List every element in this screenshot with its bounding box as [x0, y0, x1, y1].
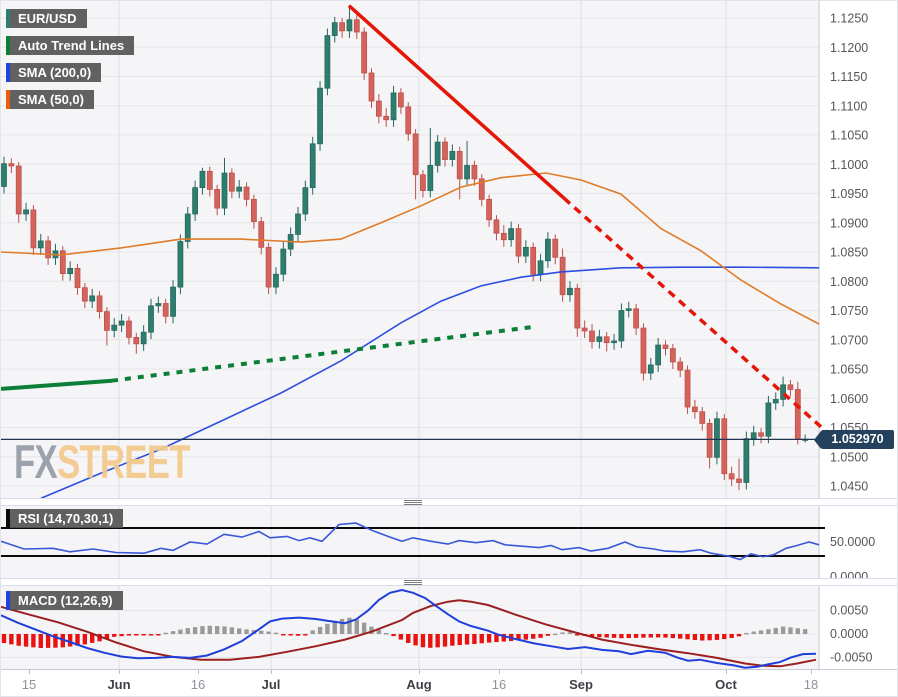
macd-histogram [1, 617, 808, 649]
time-axis-label: 18 [803, 677, 819, 692]
trendlines-label: Auto Trend Lines [18, 38, 125, 53]
candles-series [1, 5, 809, 491]
svg-text:1.0850: 1.0850 [830, 246, 868, 260]
panel-divider [1, 498, 897, 506]
sma50-accent-bar [6, 90, 10, 109]
trendlines-accent-bar [6, 36, 10, 55]
svg-text:1.0750: 1.0750 [830, 304, 868, 318]
fxstreet-watermark: FX STREET [14, 435, 191, 488]
svg-text:-0.0050: -0.0050 [830, 650, 872, 664]
panel-resize-handle[interactable] [404, 500, 422, 505]
time-axis-label: Aug [406, 677, 432, 692]
time-axis-tick [271, 670, 272, 674]
macd-accent-bar [6, 591, 10, 610]
time-axis-tick [581, 670, 582, 674]
legend-sma200-badge[interactable]: SMA (200,0) [6, 63, 102, 82]
svg-text:1.1250: 1.1250 [830, 12, 868, 26]
main-price-chart[interactable]: 1.1250 1.1200 1.1150 1.1100 1.1050 1.1000 1.09… [1, 1, 898, 500]
time-axis-tick [419, 670, 420, 674]
rsi-line [1, 522, 820, 561]
macd-signal-line [1, 599, 817, 668]
svg-text:1.1000: 1.1000 [830, 158, 868, 172]
macd-indicator-badge[interactable]: MACD (12,26,9) [6, 591, 123, 610]
sma200-label: SMA (200,0) [18, 65, 92, 80]
panel-divider [1, 578, 897, 586]
time-axis-label: Sep [569, 677, 593, 692]
sma200-accent-bar [6, 63, 10, 82]
symbol-label: EUR/USD [18, 11, 77, 26]
svg-text:0.0050: 0.0050 [830, 604, 868, 618]
time-axis[interactable]: 15 Jun 16 Jul Aug 16 Sep Oct 18 [1, 669, 897, 696]
svg-text:50.0000: 50.0000 [830, 535, 875, 549]
svg-text:1.0900: 1.0900 [830, 216, 868, 230]
svg-text:1.0800: 1.0800 [830, 275, 868, 289]
sma50-label: SMA (50,0) [18, 92, 84, 107]
resistance-trendline-dashed [562, 196, 829, 434]
support-trendline-dashed [111, 324, 534, 383]
current-price-value: 1.052970 [831, 432, 884, 446]
svg-text:1.1050: 1.1050 [830, 129, 868, 143]
sma50-line [1, 172, 820, 325]
time-axis-label: Jul [261, 677, 281, 692]
svg-text:1.0600: 1.0600 [830, 392, 868, 406]
svg-text:1.0700: 1.0700 [830, 333, 868, 347]
panel-resize-handle[interactable] [404, 580, 422, 585]
support-trendline-solid [1, 378, 113, 391]
svg-text:1.0500: 1.0500 [830, 450, 868, 464]
rsi-accent-bar [6, 509, 10, 528]
legend-symbol-badge[interactable]: EUR/USD [6, 9, 87, 28]
svg-text:0.0000: 0.0000 [830, 627, 868, 641]
svg-text:1.0650: 1.0650 [830, 363, 868, 377]
time-axis-label: 16 [190, 677, 206, 692]
legend-trendlines-badge[interactable]: Auto Trend Lines [6, 36, 135, 55]
current-price-tag: 1.052970 [821, 430, 894, 449]
time-axis-tick [29, 670, 30, 674]
macd-main-line [1, 588, 817, 669]
macd-panel[interactable]: 0.0050 0.0000 -0.0050 [1, 586, 898, 669]
svg-text:1.0950: 1.0950 [830, 187, 868, 201]
watermark-street: STREET [56, 435, 191, 488]
time-axis-label: Oct [715, 677, 737, 692]
time-axis-label: 16 [491, 677, 507, 692]
time-axis-tick [198, 670, 199, 674]
svg-text:1.0450: 1.0450 [830, 480, 868, 494]
time-axis-tick [726, 670, 727, 674]
rsi-indicator-badge[interactable]: RSI (14,70,30,1) [6, 509, 124, 528]
resistance-trendline-solid [347, 4, 566, 200]
legend-sma50-badge[interactable]: SMA (50,0) [6, 90, 94, 109]
symbol-accent-bar [6, 9, 10, 28]
time-axis-tick [499, 670, 500, 674]
watermark-fx: FX [14, 435, 58, 488]
time-axis-label: 15 [21, 677, 37, 692]
macd-label: MACD (12,26,9) [18, 593, 113, 608]
rsi-label: RSI (14,70,30,1) [18, 511, 114, 526]
time-axis-tick [811, 670, 812, 674]
svg-text:1.1150: 1.1150 [830, 70, 867, 84]
time-axis-tick [119, 670, 120, 674]
svg-text:1.1200: 1.1200 [830, 41, 868, 55]
time-axis-label: Jun [107, 677, 131, 692]
svg-text:1.1100: 1.1100 [830, 99, 867, 113]
